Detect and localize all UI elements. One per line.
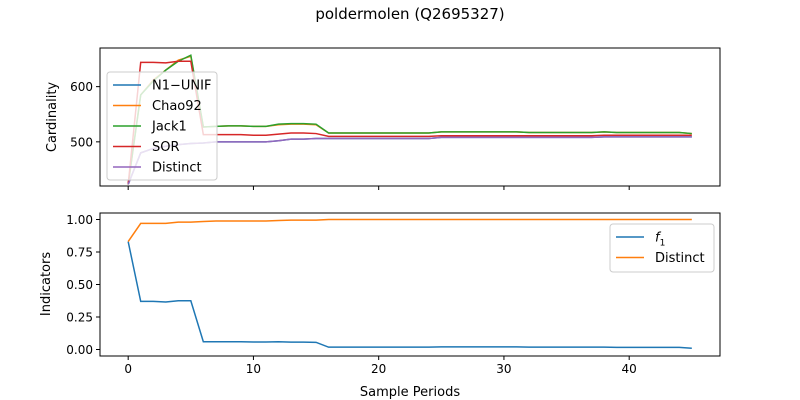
indicators-y-tick-label: 0.25	[66, 311, 93, 325]
indicators-legend-label: f1	[655, 231, 665, 249]
indicators-y-tick-label: 1.00	[66, 213, 93, 227]
cardinality-legend: N1−UNIF Chao92 Jack1 SOR Distinct	[106, 71, 218, 181]
indicators-axes: 0 10 20 30 40 0.00 0.25 0.50 0.75 1.00 Indicators…	[39, 212, 721, 376]
indicators-y-tick-label: 0.00	[66, 343, 93, 357]
cardinality-y-tick-label: 500	[70, 135, 93, 149]
cardinality-legend-label: Jack1	[151, 120, 187, 135]
cardinality-legend-frame	[106, 71, 218, 181]
cardinality-y-tick-label: 600	[70, 80, 93, 94]
indicators-x-tick-label: 20	[371, 362, 386, 376]
cardinality-plot-frame	[99, 47, 721, 187]
cardinality-series-jack1-line	[127, 54, 692, 185]
indicators-legend-label: Distinct	[655, 251, 705, 266]
x-axis-label: Sample Periods	[360, 385, 460, 400]
indicators-x-tick-label: 10	[246, 362, 261, 376]
cardinality-series-sor-line	[127, 60, 692, 185]
cardinality-series-distinct-line	[127, 136, 692, 185]
cardinality-series-lines	[127, 54, 692, 185]
indicators-legend: f1 Distinct	[609, 223, 715, 273]
indicators-y-axis-label: Indicators	[39, 252, 54, 316]
indicators-series-lines	[127, 218, 692, 349]
indicators-y-tick-label: 0.75	[66, 246, 93, 260]
cardinality-legend-label: SOR	[152, 140, 180, 155]
indicators-series-f1-line	[127, 241, 692, 349]
indicators-ticks: 0 10 20 30 40 0.00 0.25 0.50 0.75 1.00	[66, 213, 637, 376]
cardinality-legend-label: N1−UNIF	[152, 79, 211, 94]
indicators-series-distinct-line	[127, 218, 692, 243]
cardinality-legend-label: Chao92	[152, 99, 202, 114]
indicators-legend-frame	[609, 223, 715, 273]
indicators-x-tick-label: 30	[496, 362, 511, 376]
figure-title: poldermolen (Q2695327)	[315, 5, 504, 23]
indicators-x-tick-label: 0	[124, 362, 132, 376]
indicators-y-tick-label: 0.50	[66, 278, 93, 292]
cardinality-legend-label: Distinct	[152, 161, 202, 176]
indicators-x-tick-label: 40	[622, 362, 637, 376]
cardinality-ticks: 500 600	[70, 80, 630, 190]
cardinality-y-axis-label: Cardinality	[45, 82, 60, 153]
cardinality-axes: 500 600 Cardinality N1−UNIF Chao92 Jack1 SOR…	[45, 47, 721, 190]
